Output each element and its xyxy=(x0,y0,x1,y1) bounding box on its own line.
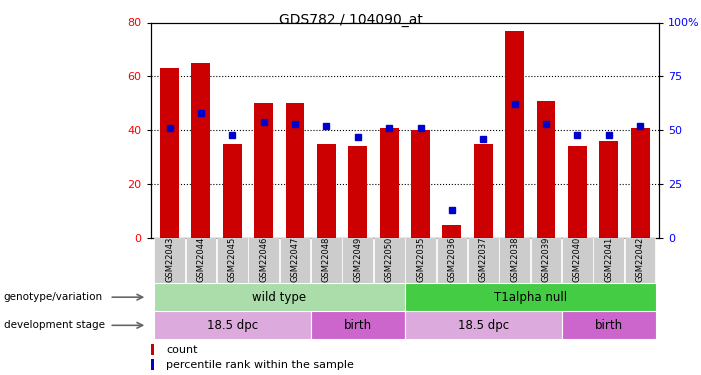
Bar xyxy=(186,238,217,283)
Text: GSM22036: GSM22036 xyxy=(447,237,456,282)
Bar xyxy=(154,283,405,311)
Text: GDS782 / 104090_at: GDS782 / 104090_at xyxy=(278,13,423,27)
Bar xyxy=(405,311,562,339)
Text: GSM22042: GSM22042 xyxy=(636,237,645,282)
Bar xyxy=(285,104,304,238)
Text: GSM22044: GSM22044 xyxy=(196,237,205,282)
Text: T1alpha null: T1alpha null xyxy=(494,291,567,304)
Text: birth: birth xyxy=(343,319,372,332)
Bar xyxy=(342,238,373,283)
Bar xyxy=(191,63,210,238)
Bar xyxy=(374,238,404,283)
Bar xyxy=(348,147,367,238)
Bar xyxy=(474,144,493,238)
Text: GSM22035: GSM22035 xyxy=(416,237,425,282)
Bar xyxy=(151,344,154,355)
Bar xyxy=(160,68,179,238)
Bar xyxy=(499,238,530,283)
Bar xyxy=(593,238,624,283)
Text: GSM22039: GSM22039 xyxy=(541,237,550,282)
Text: wild type: wild type xyxy=(252,291,306,304)
Bar xyxy=(380,128,399,238)
Text: genotype/variation: genotype/variation xyxy=(4,292,102,302)
Bar xyxy=(536,100,555,238)
Bar xyxy=(411,130,430,238)
Text: GSM22037: GSM22037 xyxy=(479,237,488,282)
Bar xyxy=(442,225,461,238)
Bar xyxy=(248,238,279,283)
Bar xyxy=(254,104,273,238)
Bar xyxy=(468,238,498,283)
Bar xyxy=(631,128,650,238)
Bar xyxy=(625,238,655,283)
Text: count: count xyxy=(166,345,198,355)
Text: GSM22046: GSM22046 xyxy=(259,237,268,282)
Bar xyxy=(437,238,468,283)
Bar xyxy=(311,311,405,339)
Text: GSM22040: GSM22040 xyxy=(573,237,582,282)
Bar xyxy=(562,311,656,339)
Bar xyxy=(154,311,311,339)
Bar xyxy=(599,141,618,238)
Text: GSM22043: GSM22043 xyxy=(165,237,174,282)
Bar xyxy=(217,238,247,283)
Bar xyxy=(311,238,342,283)
Text: GSM22048: GSM22048 xyxy=(322,237,331,282)
Text: GSM22045: GSM22045 xyxy=(228,237,237,282)
Bar xyxy=(505,31,524,238)
Text: GSM22041: GSM22041 xyxy=(604,237,613,282)
Bar xyxy=(223,144,242,238)
Text: 18.5 dpc: 18.5 dpc xyxy=(207,319,258,332)
Bar xyxy=(154,238,185,283)
Bar xyxy=(280,238,311,283)
Bar xyxy=(562,238,593,283)
Text: GSM22050: GSM22050 xyxy=(385,237,394,282)
Text: GSM22049: GSM22049 xyxy=(353,237,362,282)
Text: birth: birth xyxy=(594,319,622,332)
Bar xyxy=(317,144,336,238)
Bar xyxy=(531,238,562,283)
Bar xyxy=(568,147,587,238)
Bar xyxy=(405,238,436,283)
Text: GSM22038: GSM22038 xyxy=(510,237,519,282)
Bar xyxy=(151,359,154,370)
Bar xyxy=(405,283,656,311)
Text: development stage: development stage xyxy=(4,320,104,330)
Text: 18.5 dpc: 18.5 dpc xyxy=(458,319,509,332)
Text: percentile rank within the sample: percentile rank within the sample xyxy=(166,360,354,370)
Text: GSM22047: GSM22047 xyxy=(290,237,299,282)
